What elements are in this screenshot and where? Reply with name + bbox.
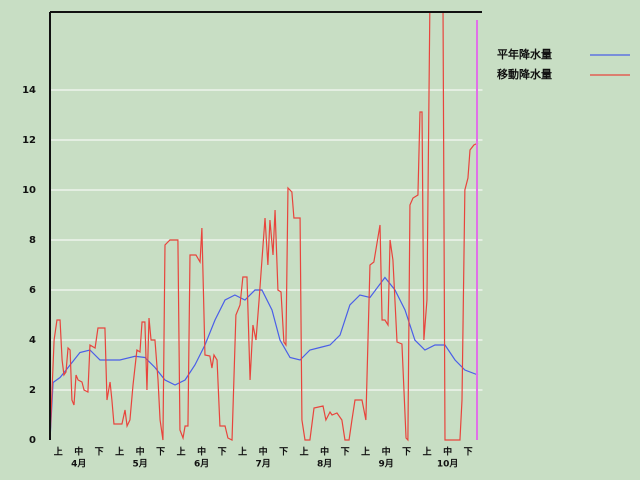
- y-tick-label: 0: [29, 435, 36, 446]
- legend-label: 平年降水量: [497, 47, 552, 61]
- x-tick-label: 中: [197, 446, 206, 458]
- y-tick-label: 2: [29, 385, 36, 396]
- x-tick-label: 中: [259, 446, 268, 458]
- series-line: [50, 12, 479, 442]
- x-tick-label: 中: [74, 446, 83, 458]
- month-label: 6月: [194, 459, 209, 470]
- month-label: 5月: [133, 459, 148, 470]
- x-tick-label: 下: [156, 447, 165, 458]
- labels: 02468101214上中下上中下上中下上中下上中下上中下上中下4月 5月 6月 7月…: [22, 47, 630, 470]
- x-tick-label: 下: [95, 447, 104, 458]
- month-label: 10月: [437, 459, 459, 470]
- grid: [50, 89, 483, 391]
- x-tick-label: 上: [238, 446, 247, 458]
- x-tick-label: 下: [218, 447, 227, 458]
- x-tick-label: 上: [54, 446, 63, 458]
- series-line: [50, 276, 479, 441]
- month-label: 9月: [379, 459, 394, 470]
- x-tick-label: 上: [300, 446, 309, 458]
- x-tick-label: 中: [382, 446, 391, 458]
- month-label: 7月: [256, 459, 271, 470]
- x-tick-label: 下: [464, 447, 473, 458]
- legend-label: 移動降水量: [497, 67, 552, 81]
- x-tick-label: 中: [136, 446, 145, 458]
- y-tick-label: 8: [29, 235, 36, 246]
- x-tick-label: 上: [177, 446, 186, 458]
- x-tick-label: 上: [423, 446, 432, 458]
- x-tick-label: 下: [279, 447, 288, 458]
- month-label: 8月: [317, 459, 332, 470]
- y-tick-label: 4: [29, 335, 36, 346]
- x-tick-label: 下: [341, 447, 350, 458]
- y-tick-label: 10: [22, 185, 36, 196]
- x-tick-label: 下: [402, 447, 411, 458]
- x-tick-label: 上: [361, 446, 370, 458]
- plot-lines: [50, 12, 479, 442]
- month-label: 4月: [71, 459, 86, 470]
- x-tick-label: 中: [320, 446, 329, 458]
- x-tick-label: 上: [115, 446, 124, 458]
- y-tick-label: 6: [29, 285, 36, 296]
- y-tick-label: 14: [22, 85, 36, 96]
- y-tick-label: 12: [22, 135, 36, 146]
- x-tick-label: 中: [443, 446, 452, 458]
